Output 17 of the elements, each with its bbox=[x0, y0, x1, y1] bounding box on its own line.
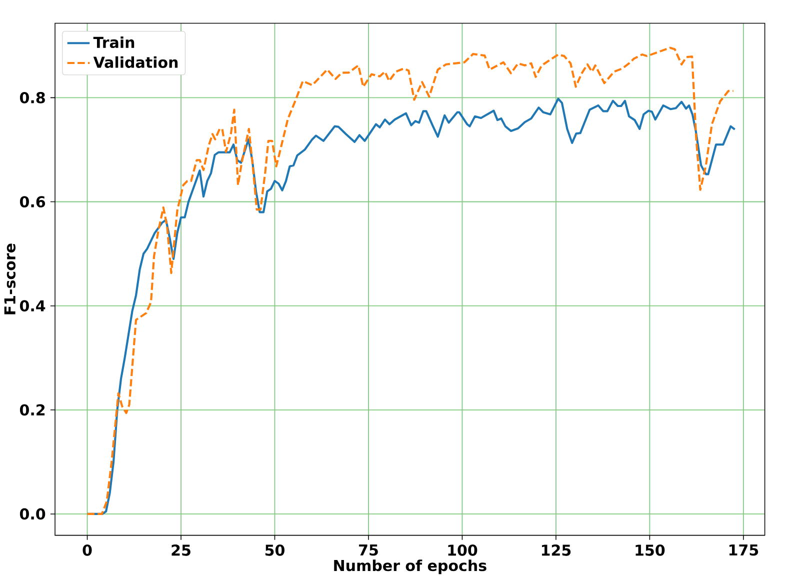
y-axis-title: F1-score bbox=[4, 243, 16, 314]
x-tick-label: 100 bbox=[448, 544, 478, 556]
x-tick-label: 50 bbox=[265, 544, 284, 556]
x-tick-label: 75 bbox=[359, 544, 378, 556]
x-tick-label: 175 bbox=[729, 544, 758, 556]
legend-label: Validation bbox=[93, 56, 178, 68]
y-tick-label: 0.8 bbox=[20, 92, 45, 104]
y-tick-label: 0.0 bbox=[20, 508, 46, 520]
x-tick-label: 0 bbox=[82, 544, 92, 556]
x-tick-label: 150 bbox=[636, 544, 665, 556]
legend-label: Train bbox=[93, 36, 134, 48]
y-tick-label: 0.4 bbox=[20, 300, 46, 312]
x-axis-title: Number of epochs bbox=[334, 559, 486, 574]
x-tick-label: 25 bbox=[172, 544, 190, 556]
y-tick-label: 0.6 bbox=[20, 196, 46, 208]
y-tick-label: 0.2 bbox=[20, 404, 45, 416]
x-tick-label: 125 bbox=[542, 544, 571, 556]
